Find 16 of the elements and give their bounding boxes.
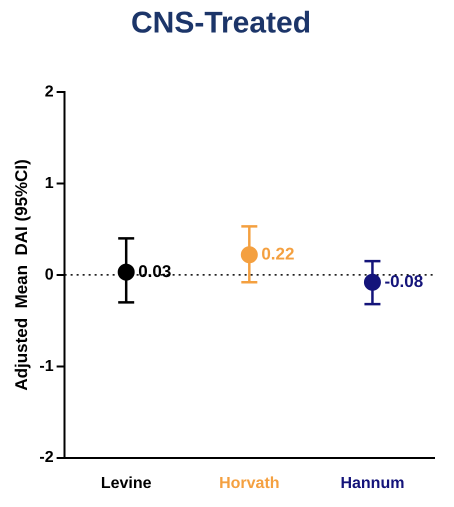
data-label: -0.08 <box>384 272 424 291</box>
y-tick-label: 2 <box>44 83 54 100</box>
y-tick-label: -2 <box>39 449 54 466</box>
x-tick-label: Horvath <box>219 474 280 492</box>
chart-title: CNS-Treated <box>130 6 312 40</box>
point <box>364 274 381 291</box>
y-tick-label: -1 <box>39 358 54 375</box>
data-label: 0.22 <box>261 244 294 264</box>
data-label: 0.03 <box>138 262 172 281</box>
y-axis-title: Adjusted Mean DAI (95%CI) <box>12 159 31 391</box>
point <box>118 264 135 281</box>
y-tick-label: 1 <box>44 174 54 192</box>
y-tick-label: 0 <box>44 266 54 284</box>
x-tick-label: Levine <box>100 474 152 492</box>
point <box>240 246 258 264</box>
x-tick-label: Hannum <box>340 474 404 492</box>
